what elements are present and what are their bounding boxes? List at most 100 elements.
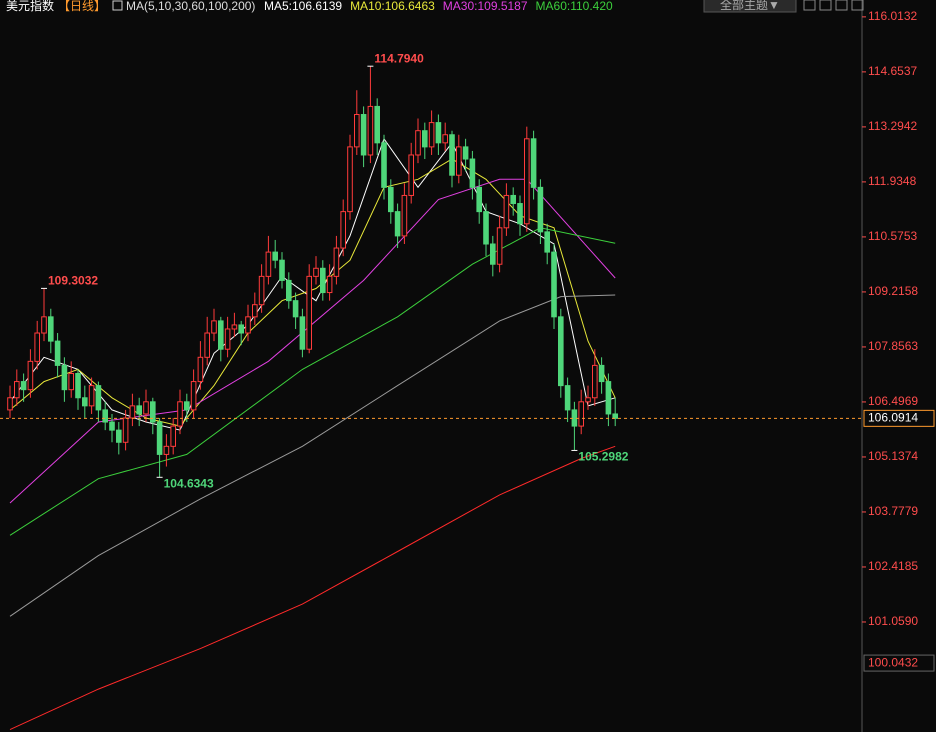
- candle-body: [313, 267, 319, 277]
- candle-body: [20, 381, 27, 391]
- legend-entry: MA5:106.6139: [264, 0, 342, 13]
- candle-body: [510, 194, 516, 205]
- candle-body: [326, 275, 333, 294]
- ma-line: [9, 294, 616, 617]
- candle-body: [394, 211, 401, 237]
- theme-button[interactable]: [703, 0, 797, 13]
- candle-body: [258, 275, 265, 306]
- candle-body: [34, 332, 41, 362]
- candle-body: [122, 417, 129, 443]
- candle-body: [524, 138, 530, 225]
- candle-body: [598, 364, 605, 383]
- candle-body: [347, 146, 353, 213]
- candle-body: [143, 401, 149, 415]
- legend-entry: MA60:110.420: [536, 0, 613, 13]
- icon-button[interactable]: [835, 0, 848, 11]
- candle-body: [340, 211, 346, 249]
- candle-body: [605, 381, 612, 415]
- annotation-label: 114.7940: [374, 51, 424, 65]
- candle-body: [82, 397, 88, 407]
- candle-body: [14, 381, 20, 399]
- y-tick-label: 101.0590: [868, 614, 918, 628]
- candle-body: [156, 421, 163, 455]
- last-price-box: [863, 409, 935, 427]
- candle-body: [252, 304, 258, 318]
- indicator-icon[interactable]: [112, 0, 123, 11]
- candle-body: [231, 324, 238, 330]
- theme-button-label[interactable]: 全部主题▼: [720, 0, 780, 12]
- candle-body: [564, 385, 571, 411]
- candle-body: [177, 401, 183, 427]
- candle-body: [585, 397, 591, 403]
- candle-body: [503, 194, 510, 229]
- candle-body: [48, 316, 54, 342]
- candle-body: [306, 275, 312, 350]
- icon-button[interactable]: [819, 0, 832, 11]
- candle-body: [299, 316, 306, 350]
- candle-body: [483, 211, 489, 245]
- candle-body: [61, 364, 68, 391]
- candle-body: [415, 130, 421, 156]
- candle-body: [272, 251, 278, 261]
- candle-body: [27, 360, 34, 391]
- candle-body: [197, 356, 204, 383]
- bottom-value-box: [863, 654, 935, 672]
- y-tick-label: 116.0132: [868, 9, 917, 23]
- candle-body: [551, 251, 557, 318]
- candle-body: [265, 251, 272, 277]
- candle-body: [136, 405, 142, 415]
- candle-body: [462, 146, 469, 160]
- ma-line: [9, 445, 616, 731]
- y-tick-label: 106.4969: [868, 394, 918, 408]
- legend-entry: MA10:106.6463: [350, 0, 435, 13]
- candle-body: [129, 405, 136, 419]
- candle-body: [109, 421, 115, 431]
- annotation-label: 104.6343: [164, 476, 214, 490]
- candle-body: [490, 243, 496, 265]
- icon-button[interactable]: [851, 0, 864, 11]
- candle-body: [360, 114, 367, 156]
- y-tick-label: 105.1374: [868, 449, 918, 463]
- candle-body: [374, 105, 380, 144]
- candle-body: [578, 401, 585, 427]
- candle-body: [530, 138, 537, 188]
- candle-body: [442, 134, 448, 144]
- candle-body: [592, 364, 598, 399]
- annotation-label: 105.2982: [578, 450, 628, 464]
- candle-body: [428, 122, 435, 148]
- candle-body: [422, 130, 428, 148]
- y-tick-label: 107.8563: [868, 339, 918, 353]
- candle-body: [279, 259, 285, 281]
- y-tick-label: 111.9348: [868, 174, 917, 188]
- candle-body: [320, 267, 326, 294]
- candle-body: [469, 158, 476, 188]
- candle-body: [354, 114, 360, 148]
- candle-body: [401, 194, 408, 237]
- candle-body: [238, 324, 244, 334]
- ma-line: [9, 227, 616, 536]
- candle-body: [75, 372, 81, 399]
- candle-body: [537, 186, 544, 233]
- candle-body: [286, 279, 292, 302]
- y-tick-label: 113.2942: [868, 119, 917, 133]
- chart-title: 美元指数: [6, 0, 54, 13]
- candle-body: [496, 227, 503, 265]
- candle-body: [449, 134, 455, 176]
- candle-body: [333, 247, 340, 277]
- candle-body: [558, 316, 564, 387]
- period: 【日线】: [58, 0, 106, 13]
- icon-button[interactable]: [803, 0, 816, 11]
- annotation-label: 109.3032: [48, 274, 98, 288]
- candle-body: [102, 409, 109, 423]
- indicator: MA(5,10,30,60,100,200): [126, 0, 255, 13]
- y-tick-label: 102.4185: [868, 559, 918, 573]
- candle-body: [190, 381, 197, 411]
- candle-body: [224, 328, 231, 350]
- y-tick-label: 114.6537: [868, 64, 917, 78]
- bottom-value-label: 100.0432: [868, 655, 918, 669]
- y-tick-label: 103.7779: [868, 504, 918, 518]
- candle-body: [388, 186, 394, 213]
- candle-body: [163, 445, 170, 455]
